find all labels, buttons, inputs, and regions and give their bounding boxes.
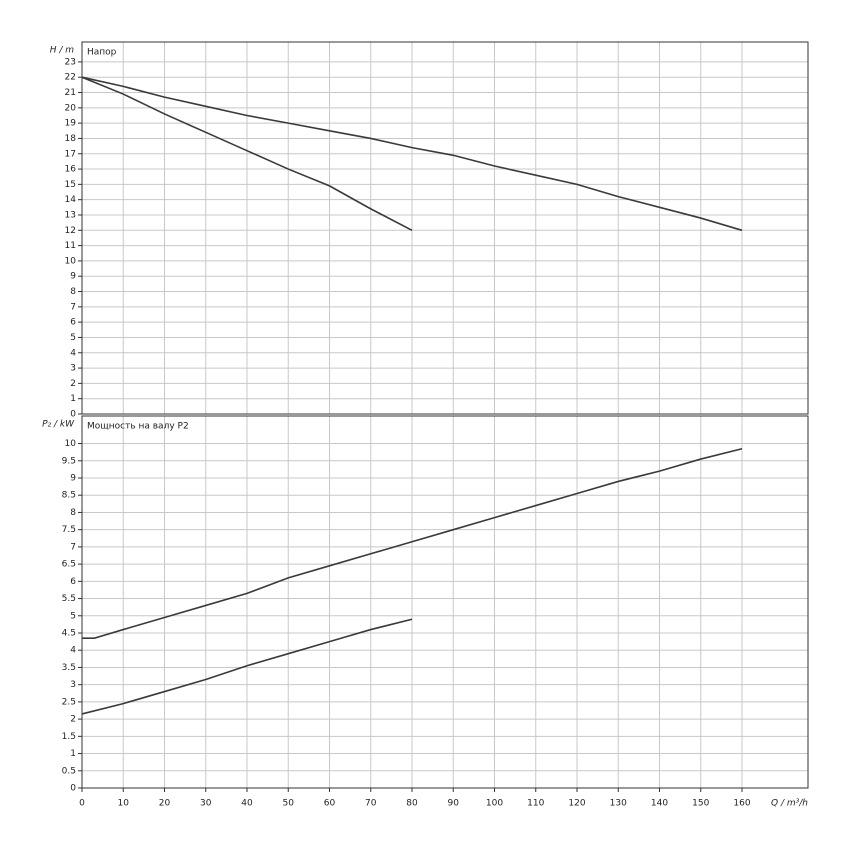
y-tick-label: 8 bbox=[70, 508, 76, 518]
x-tick-label: 110 bbox=[527, 799, 544, 809]
y-tick-label: 4 bbox=[70, 348, 76, 358]
y-tick-label: 8.5 bbox=[62, 491, 76, 501]
y-tick-label: 9 bbox=[70, 272, 76, 282]
y-axis-label: P₂ / kW bbox=[42, 420, 75, 430]
y-tick-label: 12 bbox=[65, 226, 76, 236]
y-tick-label: 5 bbox=[70, 611, 76, 621]
y-tick-label: 1 bbox=[70, 394, 76, 404]
y-tick-label: 0.5 bbox=[62, 766, 76, 776]
y-tick-label: 23 bbox=[65, 57, 76, 67]
y-tick-label: 3.5 bbox=[62, 663, 76, 673]
x-tick-label: 30 bbox=[200, 799, 212, 809]
y-tick-label: 2 bbox=[70, 715, 76, 725]
y-tick-label: 16 bbox=[65, 165, 77, 175]
y-tick-label: 14 bbox=[65, 195, 77, 205]
y-tick-label: 0 bbox=[70, 410, 76, 420]
y-tick-label: 10 bbox=[65, 439, 77, 449]
y-tick-label: 19 bbox=[65, 119, 77, 129]
plot-frame bbox=[81, 41, 809, 415]
chart-title: Мощность на валу P2 bbox=[87, 422, 189, 432]
y-tick-label: 5.5 bbox=[62, 594, 76, 604]
y-tick-label: 6 bbox=[70, 318, 76, 328]
x-tick-label: 60 bbox=[324, 799, 336, 809]
curve bbox=[81, 76, 413, 232]
y-tick-label: 10 bbox=[65, 256, 77, 266]
x-tick-label: 0 bbox=[79, 799, 85, 809]
y-tick-label: 11 bbox=[65, 241, 76, 251]
x-tick-label: 40 bbox=[241, 799, 253, 809]
plot-frame bbox=[81, 415, 809, 789]
y-tick-label: 18 bbox=[65, 134, 77, 144]
x-tick-label: 70 bbox=[365, 799, 377, 809]
y-tick-label: 7.5 bbox=[62, 525, 76, 535]
x-tick-label: 20 bbox=[159, 799, 171, 809]
y-tick-label: 1 bbox=[70, 749, 76, 759]
y-tick-label: 9.5 bbox=[62, 456, 76, 466]
y-tick-label: 8 bbox=[70, 287, 76, 297]
y-tick-label: 7 bbox=[70, 542, 76, 552]
x-tick-label: 160 bbox=[733, 799, 750, 809]
y-tick-label: 6.5 bbox=[62, 560, 76, 570]
y-tick-label: 1.5 bbox=[62, 732, 76, 742]
x-tick-label: 90 bbox=[448, 799, 460, 809]
x-tick-label: 50 bbox=[283, 799, 295, 809]
x-tick-label: 80 bbox=[406, 799, 418, 809]
curve bbox=[81, 618, 413, 715]
y-tick-label: 0 bbox=[70, 784, 76, 794]
y-tick-label: 4.5 bbox=[62, 629, 76, 639]
chart-title: Напор bbox=[87, 48, 117, 58]
x-tick-label: 140 bbox=[651, 799, 668, 809]
x-tick-label: 150 bbox=[692, 799, 709, 809]
curve bbox=[81, 76, 743, 232]
y-tick-label: 3 bbox=[70, 364, 76, 374]
y-tick-label: 2 bbox=[70, 379, 76, 389]
y-tick-label: 21 bbox=[65, 88, 76, 98]
x-tick-label: 130 bbox=[610, 799, 627, 809]
y-tick-label: 4 bbox=[70, 646, 76, 656]
y-tick-label: 22 bbox=[65, 73, 76, 83]
y-tick-label: 3 bbox=[70, 680, 76, 690]
y-tick-label: 15 bbox=[65, 180, 76, 190]
curve bbox=[82, 447, 743, 639]
y-tick-label: 17 bbox=[65, 149, 76, 159]
y-tick-label: 7 bbox=[70, 302, 76, 312]
y-tick-label: 20 bbox=[65, 103, 77, 113]
y-tick-label: 2.5 bbox=[62, 697, 76, 707]
y-tick-label: 5 bbox=[70, 333, 76, 343]
y-tick-label: 6 bbox=[70, 577, 76, 587]
x-axis-label: Q / m³/h bbox=[771, 799, 808, 809]
x-tick-label: 100 bbox=[486, 799, 503, 809]
y-tick-label: 13 bbox=[65, 210, 76, 220]
x-tick-label: 120 bbox=[568, 799, 585, 809]
x-tick-label: 10 bbox=[118, 799, 130, 809]
y-axis-label: H / m bbox=[50, 46, 75, 56]
y-tick-label: 9 bbox=[70, 474, 76, 484]
